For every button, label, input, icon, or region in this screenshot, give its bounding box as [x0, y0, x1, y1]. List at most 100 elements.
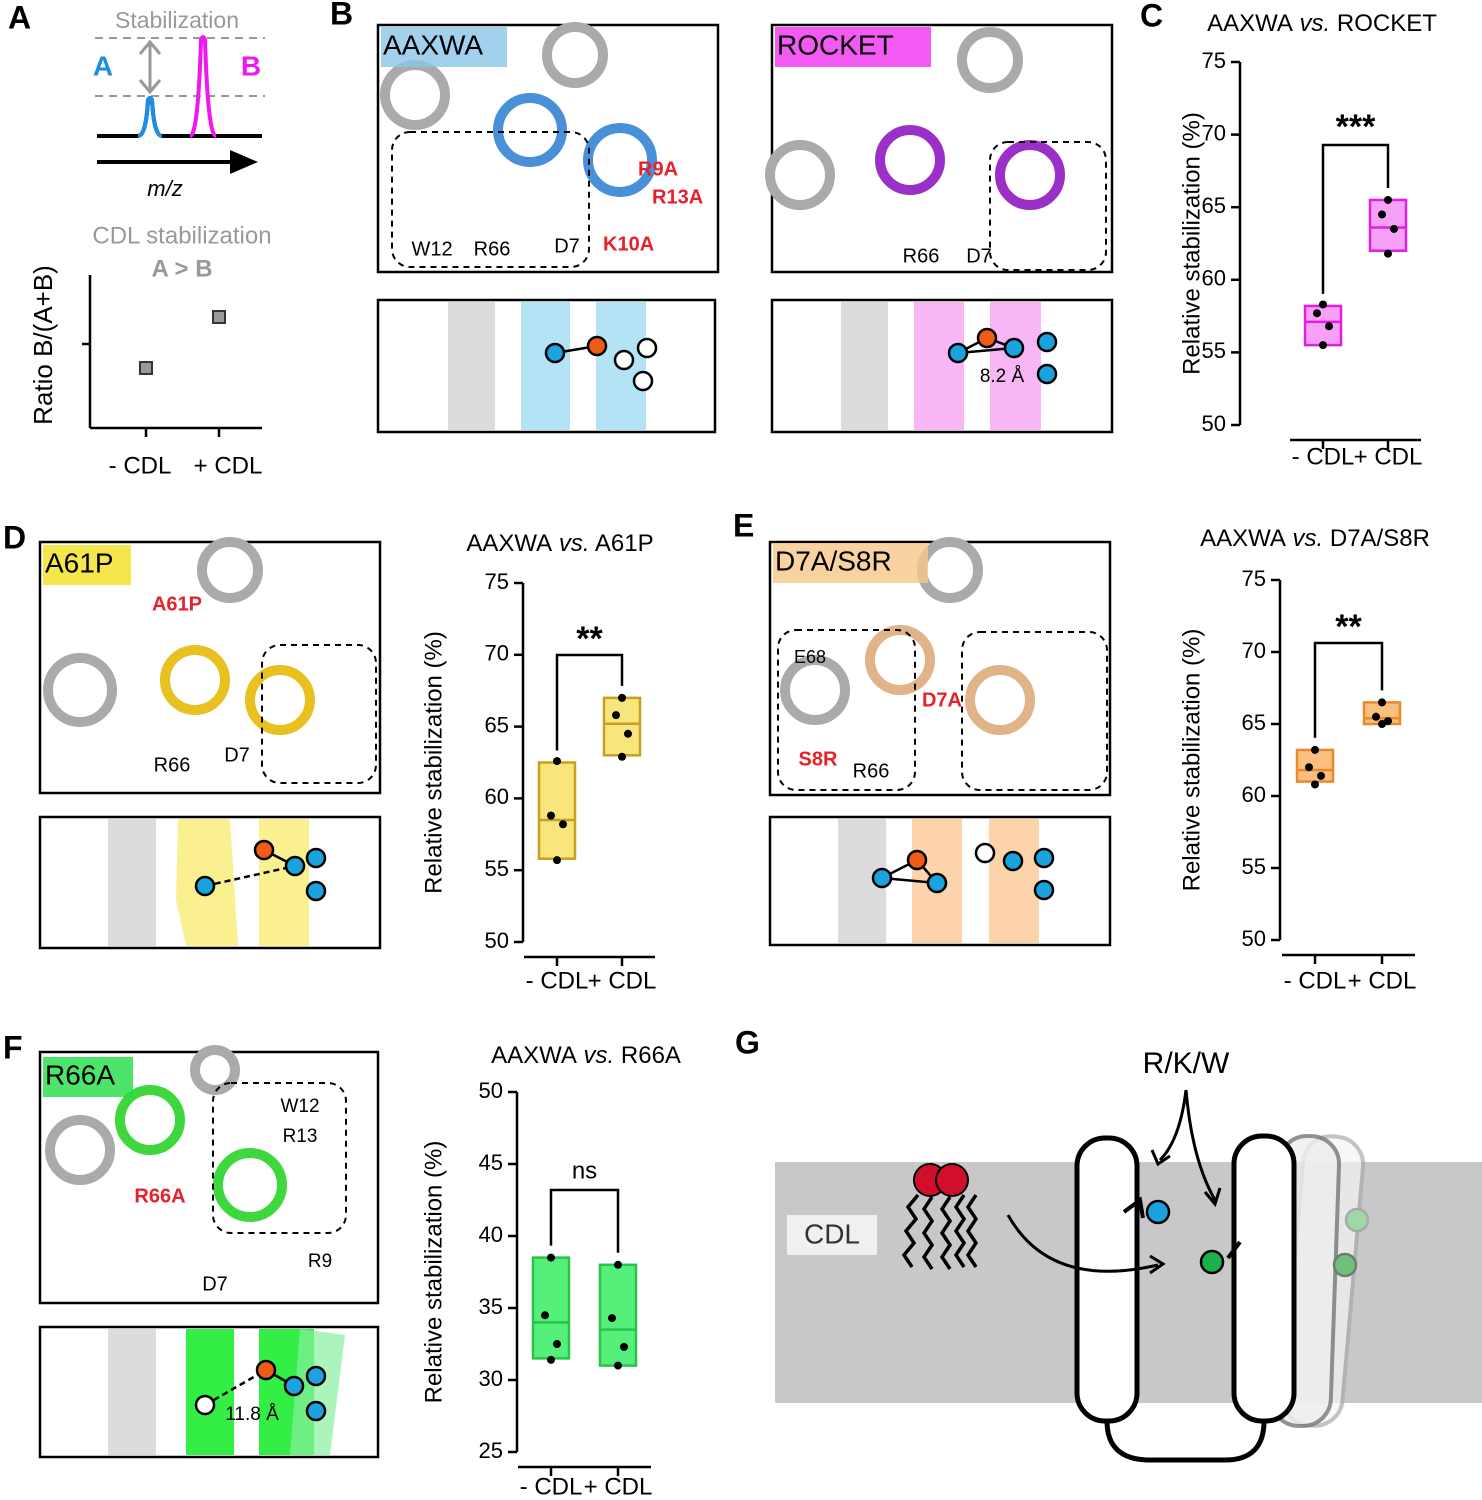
data-point: [1319, 300, 1327, 309]
data-point: [614, 1361, 622, 1370]
title-part: AAXWA: [1200, 525, 1286, 552]
x-tick-label: + CDL: [1354, 443, 1423, 470]
data-point: [559, 820, 567, 829]
label: 8.2 Å: [980, 366, 1025, 387]
label: D7: [202, 1273, 228, 1295]
title-part: D7A/S8R: [1323, 525, 1430, 552]
y-tick-label: 60: [485, 784, 509, 809]
chart-title: AAXWA vs. ROCKET: [1207, 10, 1437, 37]
label: A > B: [151, 255, 212, 282]
data-point: [614, 1260, 622, 1269]
panel-label: C: [1140, 0, 1163, 33]
label: R9A: [638, 158, 678, 180]
title-part: vs.: [1286, 525, 1323, 552]
y-tick-label: 30: [479, 1366, 503, 1391]
title-part: AAXWA: [1207, 10, 1293, 37]
label: R66A: [45, 1059, 115, 1090]
y-tick-label: 50: [1242, 926, 1266, 951]
data-point: [547, 811, 555, 820]
y-tick-label: 65: [1242, 710, 1266, 735]
label: R66: [474, 238, 511, 260]
strip-residues: [194, 327, 1058, 1422]
title-part: ROCKET: [1330, 10, 1437, 37]
y-tick-label: 75: [485, 569, 509, 594]
box: [1368, 198, 1408, 253]
selection-boxes: [212, 131, 1108, 1234]
panel-label: B: [330, 0, 353, 31]
significance: **: [576, 620, 603, 658]
y-tick-label: 40: [479, 1222, 503, 1247]
x-tick-label: - CDL: [1292, 443, 1355, 470]
label: + CDL: [194, 452, 263, 479]
data-point: [553, 1340, 561, 1348]
label: A: [93, 50, 113, 81]
label: K10A: [603, 233, 654, 255]
label-background: [773, 543, 928, 583]
y-tick-label: 60: [1242, 782, 1266, 807]
box: [537, 761, 577, 860]
y-tick-label: 50: [1202, 411, 1226, 436]
data-point: [1305, 763, 1313, 772]
label: AAXWA: [383, 29, 483, 60]
y-tick-label: 70: [1242, 638, 1266, 663]
box: [1303, 304, 1343, 347]
label: W12: [280, 1096, 319, 1117]
data-point: [1384, 717, 1392, 726]
panel-label: E: [733, 507, 754, 543]
label: Ratio B/(A+B): [28, 265, 58, 425]
data-point: [1311, 780, 1319, 789]
label: R9: [308, 1251, 332, 1272]
title-part: vs.: [552, 530, 589, 557]
x-tick-label: + CDL: [584, 1473, 653, 1500]
label: W12: [411, 238, 452, 260]
membrane-schematic: [775, 1089, 1482, 1463]
label: 11.8 Å: [225, 1404, 279, 1425]
data-point: [1378, 720, 1386, 728]
y-axis-label: Relative stabilization (%): [1178, 629, 1205, 892]
label: R13: [283, 1126, 318, 1147]
y-axis-label: Relative stabilization (%): [1178, 112, 1205, 375]
chart-title: AAXWA vs. D7A/S8R: [1200, 525, 1430, 552]
data-point: [1311, 745, 1319, 754]
significance: **: [1335, 608, 1362, 646]
data-point: [1325, 322, 1333, 331]
x-tick-label: - CDL: [1284, 967, 1347, 994]
title-part: A61P: [590, 530, 654, 557]
significance-bracket: [1321, 143, 1390, 294]
y-tick-label: 70: [1202, 120, 1226, 145]
y-tick-label: 75: [1202, 48, 1226, 73]
label: - CDL: [109, 452, 172, 479]
y-tick-label: 25: [479, 1438, 503, 1463]
y-tick-label: 75: [1242, 566, 1266, 591]
data-point: [618, 752, 626, 761]
data-point: [547, 1355, 555, 1364]
helix-renderings: [43, 22, 1065, 1222]
label: m/z: [147, 176, 182, 201]
box: [531, 1256, 571, 1360]
label: ROCKET: [777, 29, 894, 60]
structure-panels: [38, 23, 1114, 1459]
x-tick-label: + CDL: [588, 967, 657, 994]
x-tick-label: - CDL: [520, 1473, 583, 1500]
label: R66: [154, 754, 191, 776]
y-tick-label: 55: [1242, 854, 1266, 879]
box: [602, 696, 642, 757]
title-part: R66A: [614, 1042, 681, 1069]
y-tick-label: 35: [479, 1294, 503, 1319]
chart-title: AAXWA vs. A61P: [466, 530, 653, 557]
significance: ***: [1336, 108, 1376, 146]
panel-label: F: [3, 1029, 23, 1065]
data-point: [612, 711, 620, 720]
label: D7: [554, 235, 580, 257]
data-point: [1378, 210, 1386, 219]
data-point: [1390, 224, 1398, 233]
label: R66: [903, 245, 940, 267]
panel-label: A: [8, 0, 31, 35]
panel-label: D: [3, 519, 26, 555]
label: D7: [966, 245, 992, 267]
data-point: [1378, 698, 1386, 707]
data-point: [608, 1314, 616, 1323]
label: A61P: [152, 593, 202, 615]
label-background: [43, 1057, 133, 1097]
